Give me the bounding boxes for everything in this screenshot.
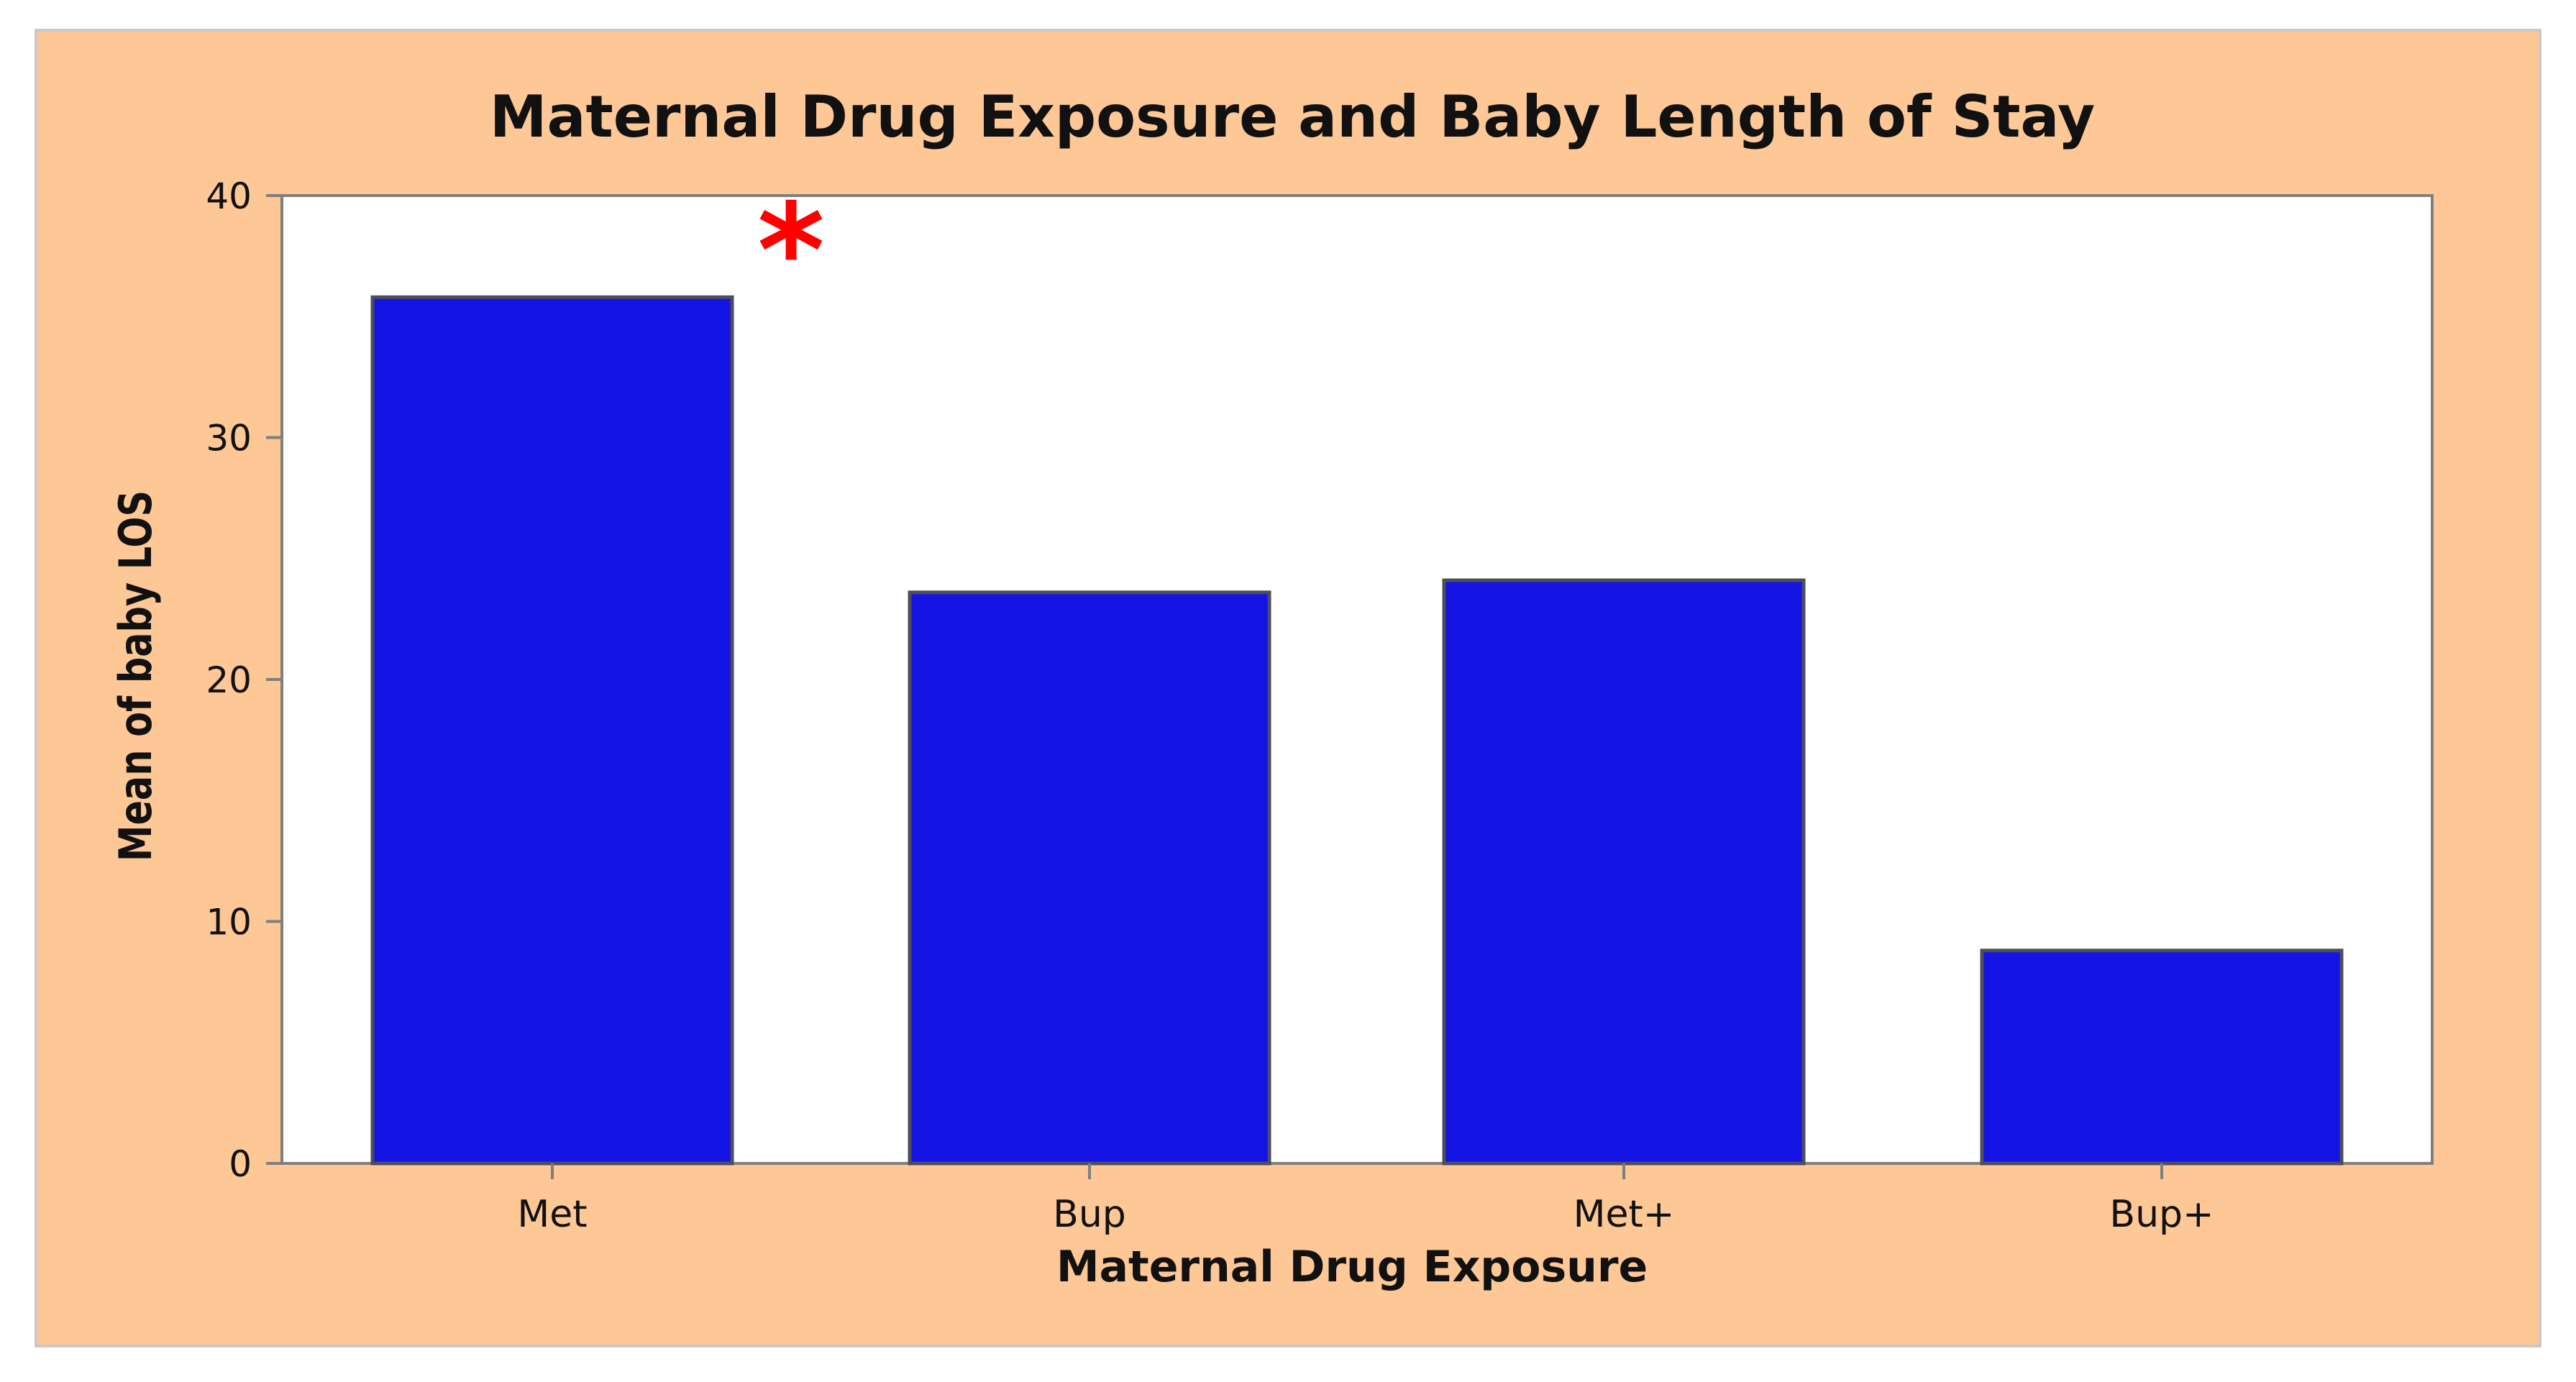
x-tick-label-met: Met bbox=[517, 1193, 587, 1236]
y-axis: 0 10 20 30 40 bbox=[206, 175, 282, 1185]
y-tick-label-30: 30 bbox=[206, 418, 252, 459]
bar-met-plus bbox=[1442, 578, 1806, 1166]
x-axis: Met Bup Met+ Bup+ bbox=[517, 1163, 2214, 1236]
x-tick-label-bup-plus: Bup+ bbox=[2109, 1193, 2214, 1236]
bars bbox=[370, 295, 2344, 1166]
x-tick-label-bup: Bup bbox=[1053, 1193, 1126, 1236]
y-axis-label: Mean of baby LOS bbox=[110, 490, 162, 861]
y-tick-label-10: 10 bbox=[206, 902, 252, 943]
annotations: * bbox=[757, 176, 825, 326]
bar-bup bbox=[908, 590, 1271, 1166]
bar-bup-plus bbox=[1980, 948, 2344, 1166]
x-axis-label: Maternal Drug Exposure bbox=[1056, 1242, 1648, 1292]
y-tick-label-0: 0 bbox=[229, 1143, 252, 1185]
chart-title: Maternal Drug Exposure and Baby Length o… bbox=[490, 83, 2095, 150]
bar-met bbox=[370, 295, 734, 1166]
x-tick-label-met-plus: Met+ bbox=[1574, 1193, 1675, 1236]
significance-asterisk: * bbox=[757, 176, 825, 326]
y-tick-label-20: 20 bbox=[206, 659, 252, 701]
y-tick-label-40: 40 bbox=[206, 175, 252, 217]
